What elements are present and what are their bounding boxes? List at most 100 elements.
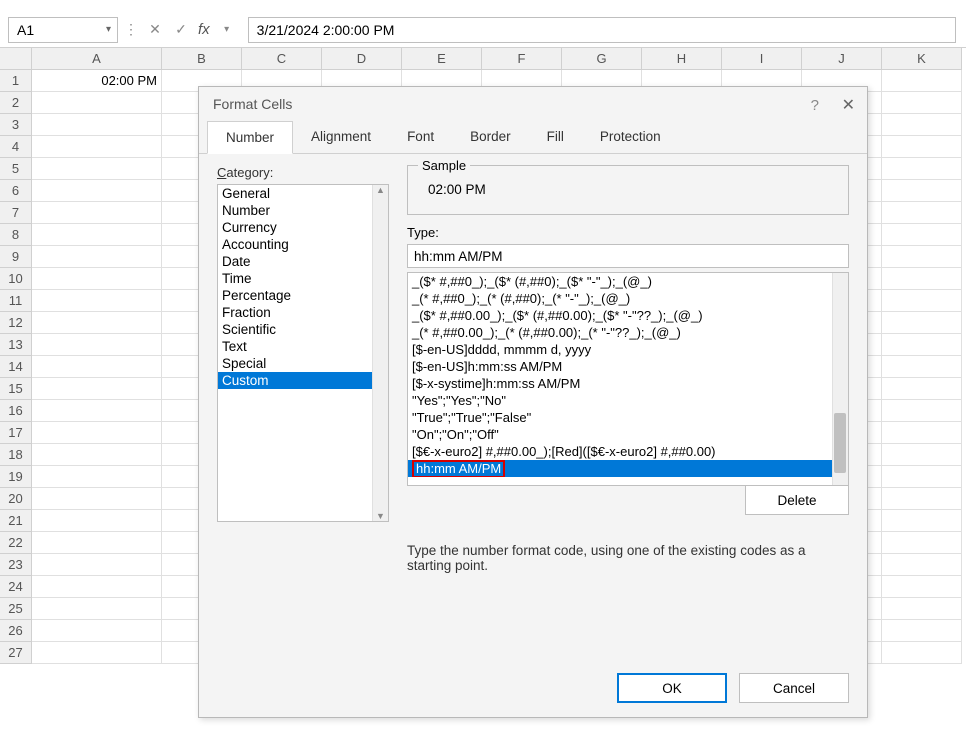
row-header[interactable]: 24	[0, 576, 32, 598]
type-item[interactable]: hh:mm AM/PM	[408, 460, 848, 477]
scroll-up-icon[interactable]: ▲	[376, 185, 385, 195]
type-item[interactable]: [$€-x-euro2] #,##0.00_);[Red]([$€-x-euro…	[408, 443, 848, 460]
scrollbar[interactable]: ▲▼	[372, 185, 388, 521]
cell[interactable]	[32, 224, 162, 246]
row-header[interactable]: 23	[0, 554, 32, 576]
row-header[interactable]: 1	[0, 70, 32, 92]
type-input[interactable]: hh:mm AM/PM	[407, 244, 849, 268]
cell[interactable]	[882, 422, 962, 444]
row-header[interactable]: 15	[0, 378, 32, 400]
cell[interactable]	[32, 180, 162, 202]
cell[interactable]	[32, 620, 162, 642]
cell[interactable]	[882, 466, 962, 488]
tab-number[interactable]: Number	[207, 121, 293, 154]
cell[interactable]	[32, 510, 162, 532]
cell[interactable]	[882, 400, 962, 422]
cell[interactable]	[32, 532, 162, 554]
chevron-down-icon[interactable]: ▾	[106, 24, 111, 35]
row-header[interactable]: 12	[0, 312, 32, 334]
cell[interactable]	[882, 158, 962, 180]
cell[interactable]	[32, 312, 162, 334]
scrollbar[interactable]	[832, 273, 848, 485]
cell[interactable]	[32, 444, 162, 466]
cell[interactable]	[32, 554, 162, 576]
type-item[interactable]: [$-en-US]h:mm:ss AM/PM	[408, 358, 848, 375]
tab-protection[interactable]: Protection	[582, 121, 679, 153]
ok-button[interactable]: OK	[617, 673, 727, 703]
cell[interactable]	[882, 70, 962, 92]
name-box[interactable]: A1 ▾	[8, 17, 118, 43]
cell[interactable]	[882, 598, 962, 620]
type-item[interactable]: "Yes";"Yes";"No"	[408, 392, 848, 409]
row-header[interactable]: 16	[0, 400, 32, 422]
select-all-corner[interactable]	[0, 48, 32, 70]
cell[interactable]	[32, 334, 162, 356]
category-item[interactable]: Accounting	[218, 236, 388, 253]
row-header[interactable]: 18	[0, 444, 32, 466]
cell[interactable]	[32, 290, 162, 312]
cell[interactable]	[882, 224, 962, 246]
cell[interactable]	[882, 180, 962, 202]
column-header[interactable]: C	[242, 48, 322, 70]
row-header[interactable]: 4	[0, 136, 32, 158]
row-header[interactable]: 13	[0, 334, 32, 356]
row-header[interactable]: 25	[0, 598, 32, 620]
tab-fill[interactable]: Fill	[529, 121, 582, 153]
column-header[interactable]: G	[562, 48, 642, 70]
cell[interactable]	[32, 598, 162, 620]
cell[interactable]	[32, 268, 162, 290]
type-item[interactable]: _(* #,##0.00_);_(* (#,##0.00);_(* "-"??_…	[408, 324, 848, 341]
tab-alignment[interactable]: Alignment	[293, 121, 389, 153]
column-header[interactable]: J	[802, 48, 882, 70]
cell[interactable]	[32, 92, 162, 114]
cell[interactable]	[882, 114, 962, 136]
row-header[interactable]: 20	[0, 488, 32, 510]
cell[interactable]	[32, 378, 162, 400]
category-item[interactable]: Percentage	[218, 287, 388, 304]
row-header[interactable]: 5	[0, 158, 32, 180]
type-item[interactable]: _($* #,##0_);_($* (#,##0);_($* "-"_);_(@…	[408, 273, 848, 290]
cancel-button[interactable]: Cancel	[739, 673, 849, 703]
category-item[interactable]: Date	[218, 253, 388, 270]
type-listbox[interactable]: _($* #,##0_);_($* (#,##0);_($* "-"_);_(@…	[407, 272, 849, 486]
type-item[interactable]: [$-x-systime]h:mm:ss AM/PM	[408, 375, 848, 392]
row-header[interactable]: 8	[0, 224, 32, 246]
cell[interactable]	[882, 444, 962, 466]
column-header[interactable]: D	[322, 48, 402, 70]
category-item[interactable]: General	[218, 185, 388, 202]
column-header[interactable]: I	[722, 48, 802, 70]
cell[interactable]	[32, 202, 162, 224]
close-icon[interactable]: ✕	[842, 95, 855, 115]
row-header[interactable]: 2	[0, 92, 32, 114]
accept-formula-icon[interactable]: ✓	[170, 19, 192, 41]
row-header[interactable]: 26	[0, 620, 32, 642]
type-item[interactable]: "On";"On";"Off"	[408, 426, 848, 443]
cell[interactable]	[32, 158, 162, 180]
scroll-thumb[interactable]	[834, 413, 846, 473]
category-item[interactable]: Fraction	[218, 304, 388, 321]
row-header[interactable]: 10	[0, 268, 32, 290]
row-header[interactable]: 27	[0, 642, 32, 664]
row-header[interactable]: 7	[0, 202, 32, 224]
cell[interactable]	[882, 554, 962, 576]
row-header[interactable]: 21	[0, 510, 32, 532]
column-header[interactable]: B	[162, 48, 242, 70]
scroll-down-icon[interactable]: ▼	[376, 511, 385, 521]
category-item[interactable]: Text	[218, 338, 388, 355]
cell[interactable]	[32, 136, 162, 158]
cell[interactable]	[32, 400, 162, 422]
row-header[interactable]: 6	[0, 180, 32, 202]
column-header[interactable]: A	[32, 48, 162, 70]
cell[interactable]	[882, 312, 962, 334]
type-item[interactable]: _(* #,##0_);_(* (#,##0);_(* "-"_);_(@_)	[408, 290, 848, 307]
cell[interactable]	[882, 510, 962, 532]
cell[interactable]	[32, 114, 162, 136]
type-item[interactable]: _($* #,##0.00_);_($* (#,##0.00);_($* "-"…	[408, 307, 848, 324]
cell[interactable]	[32, 642, 162, 664]
chevron-down-icon[interactable]: ▾	[216, 19, 238, 41]
cell[interactable]	[882, 92, 962, 114]
cell[interactable]	[882, 136, 962, 158]
cell[interactable]	[32, 466, 162, 488]
row-header[interactable]: 19	[0, 466, 32, 488]
tab-border[interactable]: Border	[452, 121, 529, 153]
